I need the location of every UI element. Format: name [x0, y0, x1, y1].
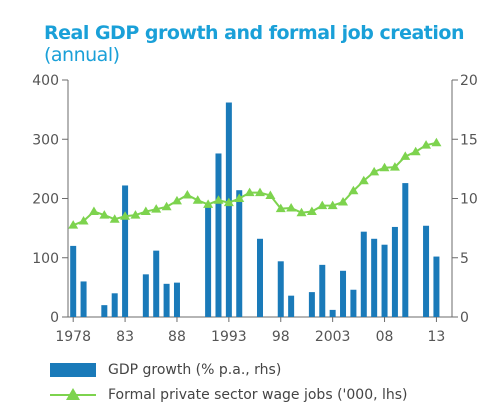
gdp-growth-bar — [340, 270, 347, 317]
formal-jobs-point — [99, 210, 110, 219]
formal-jobs-point — [306, 206, 317, 216]
formal-jobs-point — [327, 200, 338, 210]
gdp-growth-bar — [360, 231, 367, 317]
right-tick-label: 0 — [460, 310, 469, 326]
legend-bar-swatch — [50, 363, 96, 377]
gdp-growth-bar — [371, 238, 378, 317]
formal-jobs-point — [151, 204, 162, 213]
formal-jobs-point — [140, 206, 151, 216]
gdp-growth-bar — [215, 153, 222, 317]
formal-jobs-point — [369, 166, 380, 176]
gdp-growth-bar — [319, 264, 326, 317]
gdp-growth-bar — [402, 183, 409, 317]
gdp-growth-bar — [433, 256, 440, 317]
formal-jobs-point — [88, 206, 99, 216]
formal-jobs-point — [338, 197, 349, 206]
gdp-growth-bar — [236, 190, 243, 317]
formal-jobs-point — [358, 175, 369, 185]
formal-jobs-point — [78, 216, 89, 225]
gdp-growth-bar — [111, 293, 118, 317]
formal-jobs-point — [120, 211, 131, 220]
gdp-growth-bar — [288, 295, 295, 317]
legend-item-gdp-growth: GDP growth (% p.a., rhs) — [50, 362, 281, 378]
gdp-growth-bar — [101, 305, 108, 317]
gdp-growth-bar — [423, 225, 430, 317]
gdp-growth-bar — [391, 226, 398, 317]
formal-jobs-point — [203, 199, 214, 208]
left-tick-label: 100 — [32, 251, 59, 267]
formal-jobs-point — [182, 189, 193, 199]
formal-jobs-point — [109, 214, 120, 223]
gdp-growth-bar — [308, 292, 315, 317]
formal-jobs-point — [171, 195, 182, 205]
left-tick-label: 0 — [50, 310, 59, 326]
gdp-growth-bar — [277, 261, 284, 317]
gdp-growth-bar — [142, 274, 149, 317]
formal-jobs-point — [431, 137, 442, 147]
right-tick-label: 15 — [460, 132, 478, 148]
formal-jobs-point — [317, 200, 328, 210]
formal-jobs-point — [255, 187, 265, 197]
formal-jobs-point — [296, 207, 307, 217]
x-tick-label: 88 — [168, 329, 186, 345]
x-tick-label: 13 — [428, 329, 446, 345]
formal-jobs-point — [421, 140, 432, 149]
legend-line-swatch — [50, 388, 96, 402]
x-tick-label: 08 — [376, 329, 394, 345]
legend-label-formal-jobs: Formal private sector wage jobs ('000, l… — [108, 387, 408, 403]
formal-jobs-point — [410, 146, 421, 156]
right-tick-label: 20 — [460, 73, 478, 89]
formal-jobs-point — [244, 187, 255, 197]
x-tick-label: 2003 — [315, 329, 351, 345]
chart-title: Real GDP growth and formal job creation — [44, 22, 464, 44]
formal-jobs-point — [265, 190, 276, 200]
gdp-growth-bar — [205, 203, 212, 317]
x-tick-label: 1993 — [211, 329, 247, 345]
formal-jobs-point — [213, 195, 224, 204]
formal-jobs-point — [389, 162, 400, 171]
x-tick-label: 98 — [272, 329, 290, 345]
gdp-growth-bar — [225, 102, 232, 317]
gdp-growth-bar — [70, 245, 77, 317]
formal-jobs-point — [400, 151, 411, 160]
formal-jobs-point — [286, 202, 297, 212]
gdp-growth-bar — [329, 309, 336, 317]
formal-jobs-point — [130, 210, 141, 219]
legend-label-gdp-growth: GDP growth (% p.a., rhs) — [108, 362, 282, 378]
gdp-growth-bar — [350, 289, 357, 317]
x-tick-label: 83 — [116, 329, 134, 345]
formal-jobs-point — [192, 195, 203, 204]
x-tick-label: 1978 — [55, 329, 91, 345]
left-tick-label: 300 — [32, 132, 59, 148]
gdp-growth-bar — [122, 185, 129, 317]
formal-jobs-point — [275, 203, 286, 213]
formal-jobs-point — [223, 197, 234, 207]
right-tick-label: 5 — [460, 251, 469, 267]
formal-jobs-point — [379, 162, 390, 172]
formal-jobs-point — [348, 185, 359, 195]
left-tick-label: 400 — [32, 73, 59, 89]
gdp-growth-bar — [153, 250, 160, 317]
legend-item-formal-jobs: Formal private sector wage jobs ('000, l… — [50, 387, 408, 403]
left-tick-label: 200 — [32, 192, 59, 208]
gdp-growth-bar — [381, 244, 388, 317]
gdp-growth-bar — [80, 281, 87, 317]
chart-subtitle: (annual) — [44, 44, 120, 66]
formal-jobs-point — [68, 220, 79, 229]
formal-jobs-point — [234, 193, 245, 202]
formal-jobs-point — [161, 201, 172, 211]
gdp-growth-bar — [163, 283, 170, 317]
gdp-growth-bar — [257, 238, 263, 317]
gdp-growth-bar — [173, 282, 180, 317]
right-tick-label: 10 — [460, 192, 478, 208]
